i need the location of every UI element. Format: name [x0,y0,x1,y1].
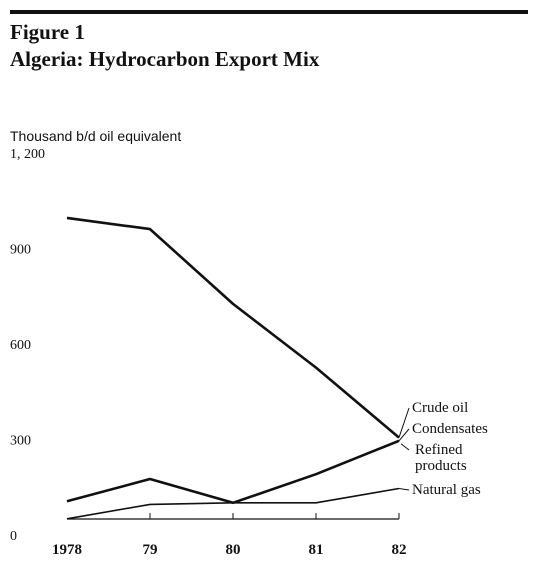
x-ticks: 1978 79 80 81 82 [52,513,407,558]
series-label-gas: Natural gas [412,482,481,498]
x-tick-label: 79 [143,542,158,558]
x-tick-label: 82 [392,542,407,558]
y-tick-label: 600 [10,338,31,353]
x-tick-label: 1978 [52,542,82,558]
leader-line-gas [398,488,410,491]
series-line-refined-products [66,440,400,504]
series-line-crude-oil [66,216,400,439]
label-leaders [398,407,410,491]
y-axis-label: Thousand b/d oil equivalent [10,128,181,144]
y-tick-labels: 0 300 600 900 1, 200 [10,147,45,544]
leader-line-condensates [398,428,410,442]
y-tick-label: 1, 200 [10,147,45,162]
series-label-condensates: Condensates [412,421,488,437]
series-label-refined: products [415,458,467,474]
series-line-natural-gas [66,487,400,520]
leader-line-refined [400,443,410,451]
series-lines [66,216,400,520]
y-tick-label: 0 [10,529,17,544]
y-tick-label: 300 [10,434,31,449]
leader-line-crude [398,407,410,438]
figure-title: Algeria: Hydrocarbon Export Mix [10,47,320,71]
figure-label: Figure 1 [10,20,85,44]
series-label-crude: Crude oil [412,400,468,416]
y-tick-label: 900 [10,243,31,258]
top-rule [10,10,528,14]
x-tick-label: 81 [309,542,324,558]
series-label-refined: Refined [415,442,463,458]
x-tick-label: 80 [226,542,241,558]
series-line-condensates [66,439,400,505]
